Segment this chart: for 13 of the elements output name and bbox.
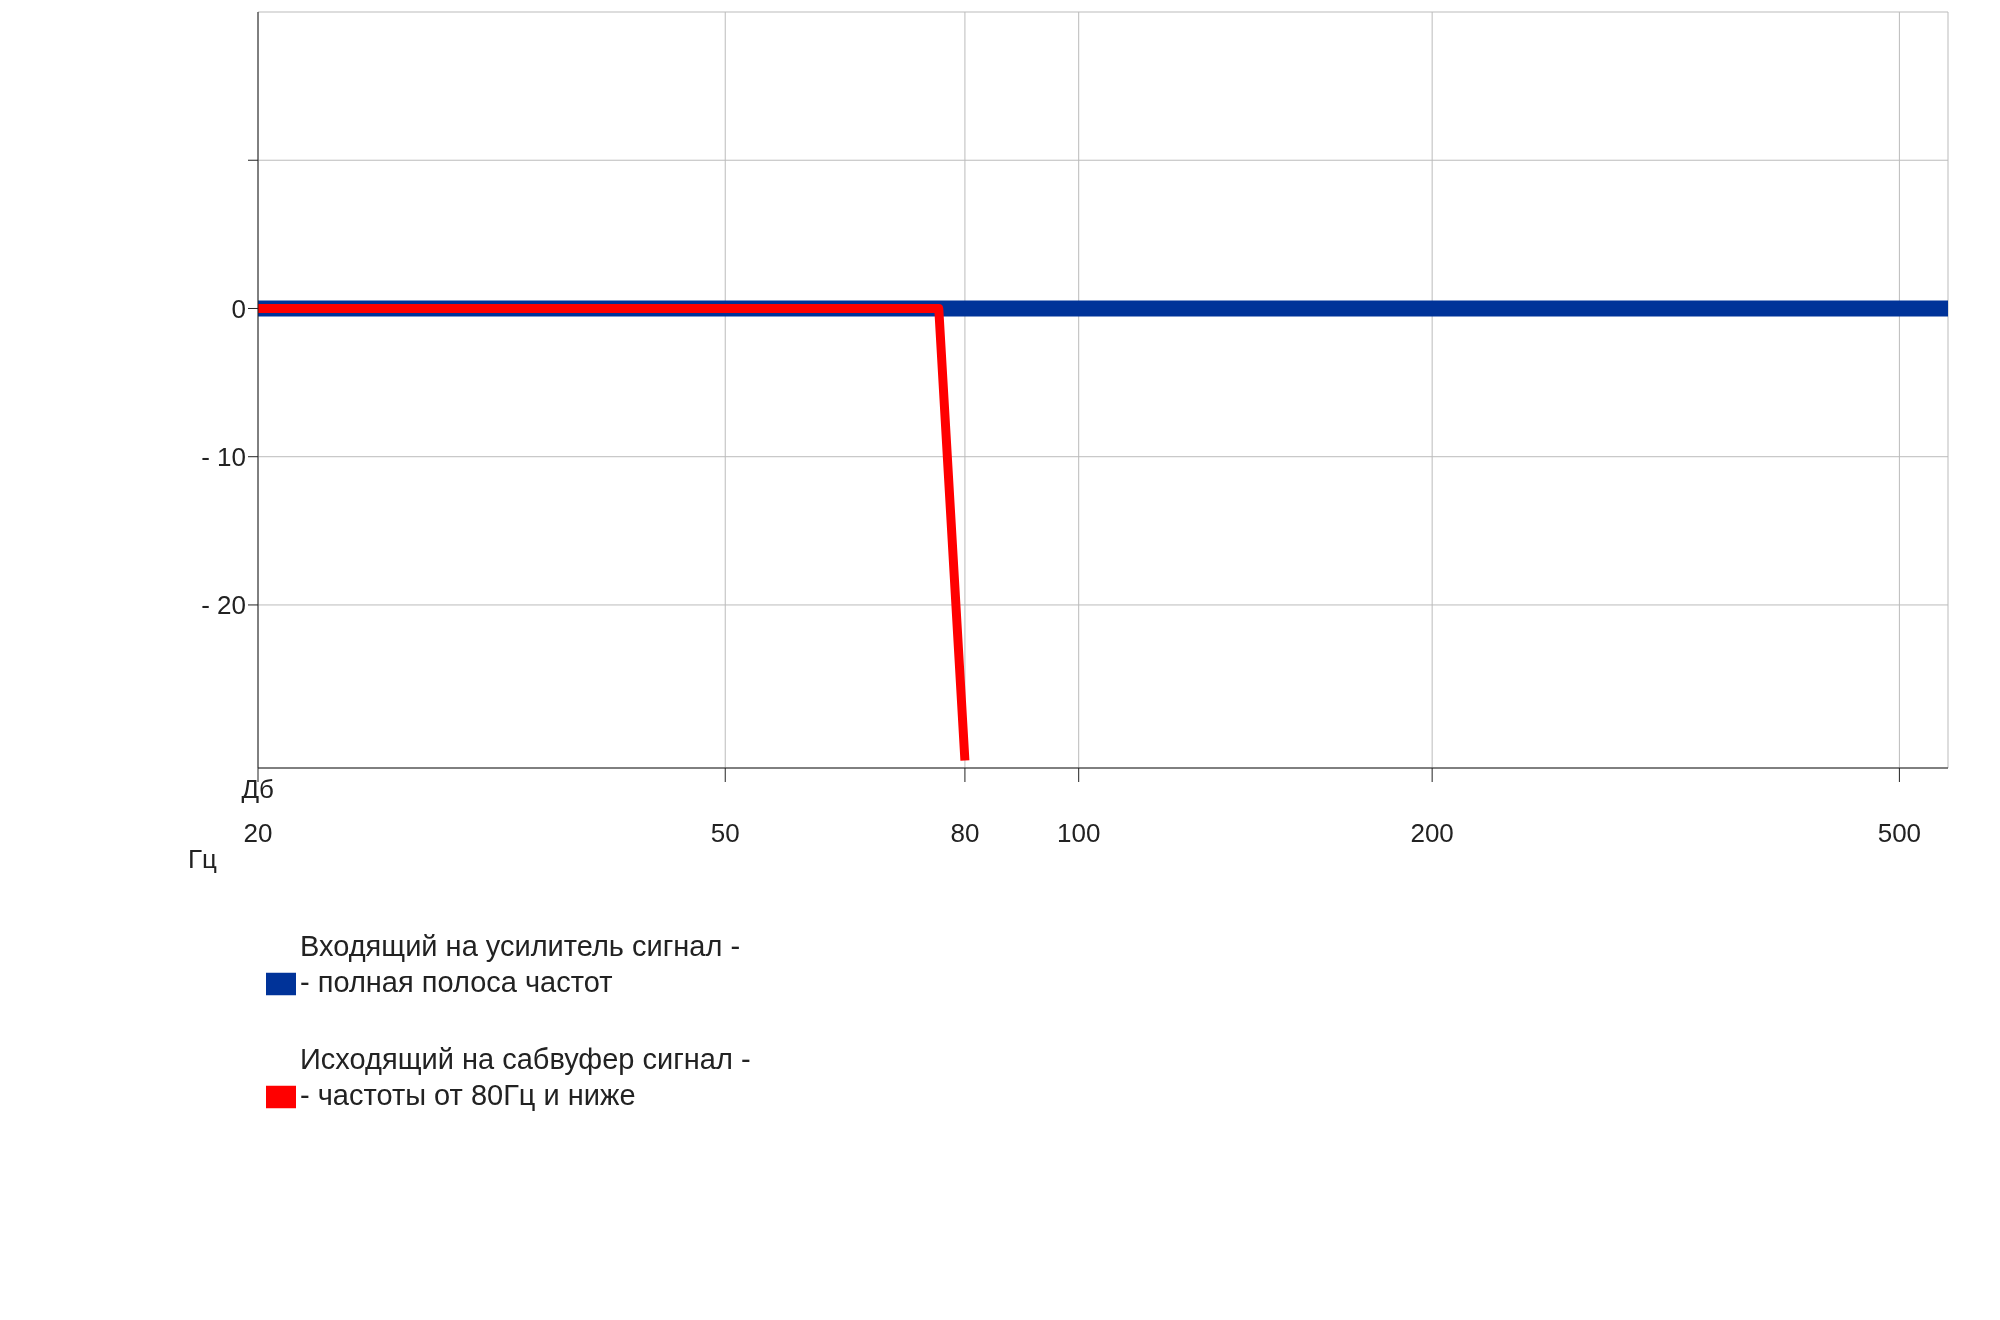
y-tick-label: - 20 xyxy=(201,590,246,621)
x-tick-label: 200 xyxy=(1410,818,1454,849)
legend-label: Исходящий на сабвуфер сигнал - - частоты от 80Гц и ниже xyxy=(300,1041,751,1113)
x-tick-label: 80 xyxy=(950,818,980,849)
x-tick-label: 50 xyxy=(710,818,740,849)
y-tick-label: 0 xyxy=(231,293,246,324)
x-tick-label: 20 xyxy=(243,818,273,849)
x-tick-label: 100 xyxy=(1057,818,1101,849)
x-tick-label: 500 xyxy=(1877,818,1922,849)
x-axis-title: Гц xyxy=(188,844,218,874)
legend-label: Входящий на усилитель сигнал - - полная полоса частот xyxy=(300,929,741,1001)
y-tick-label: - 10 xyxy=(201,441,246,472)
y-axis-title: Дб xyxy=(241,774,274,804)
